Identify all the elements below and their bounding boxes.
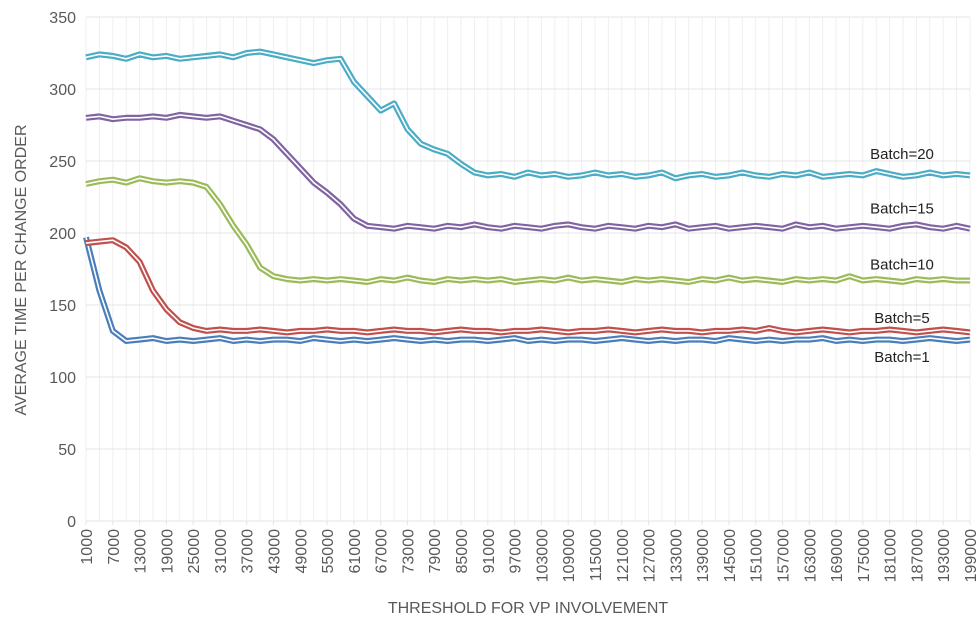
series-label: Batch=20: [870, 146, 934, 163]
y-tick-label: 350: [49, 10, 76, 27]
x-tick-label: 199000: [963, 529, 977, 582]
x-tick-label: 37000: [240, 529, 257, 574]
x-tick-label: 91000: [481, 529, 498, 574]
x-tick-label: 121000: [615, 529, 632, 582]
x-tick-label: 61000: [347, 529, 364, 574]
x-tick-label: 73000: [400, 529, 417, 574]
y-tick-label: 250: [49, 154, 76, 171]
x-tick-label: 13000: [133, 529, 150, 574]
x-tick-label: 19000: [159, 529, 176, 574]
x-tick-label: 1000: [79, 529, 96, 565]
y-tick-label: 200: [49, 226, 76, 243]
series-label: Batch=5: [874, 310, 929, 327]
x-axis-title: THRESHOLD FOR VP INVOLVEMENT: [388, 600, 669, 617]
x-tick-label: 25000: [186, 529, 203, 574]
x-tick-label: 109000: [561, 529, 578, 582]
x-tick-label: 115000: [588, 529, 605, 581]
x-tick-label: 31000: [213, 529, 230, 574]
x-tick-label: 67000: [374, 529, 391, 574]
x-tick-label: 55000: [320, 529, 337, 574]
y-tick-label: 0: [67, 514, 76, 531]
y-tick-label: 100: [49, 370, 76, 387]
x-tick-label: 133000: [668, 529, 685, 582]
x-tick-label: 175000: [856, 529, 873, 582]
x-tick-label: 163000: [802, 529, 819, 582]
x-tick-label: 139000: [695, 529, 712, 582]
x-tick-label: 145000: [722, 529, 739, 582]
x-tick-label: 157000: [775, 529, 792, 582]
x-tick-label: 127000: [642, 529, 659, 582]
x-tick-label: 103000: [534, 529, 551, 582]
x-tick-label: 85000: [454, 529, 471, 574]
x-tick-label: 187000: [909, 529, 926, 582]
x-tick-label: 151000: [749, 529, 766, 582]
series-label: Batch=1: [874, 349, 929, 366]
x-tick-label: 49000: [293, 529, 310, 574]
x-tick-label: 193000: [936, 529, 953, 582]
y-tick-label: 50: [58, 442, 76, 459]
x-tick-label: 97000: [508, 529, 525, 574]
series-line-inner: [85, 114, 971, 230]
y-tick-label: 300: [49, 82, 76, 99]
x-tick-label: 169000: [829, 529, 846, 582]
series-line-inner: [85, 239, 971, 334]
series-line-inner: [85, 237, 971, 342]
series-label: Batch=15: [870, 201, 934, 218]
x-tick-label: 43000: [267, 529, 284, 574]
y-tick-label: 150: [49, 298, 76, 315]
x-tick-label: 7000: [106, 529, 123, 565]
y-axis-title: AVERAGE TIME PER CHANGE ORDER: [13, 124, 30, 415]
series-label: Batch=10: [870, 257, 934, 274]
series-line-inner: [85, 50, 971, 180]
x-tick-label: 79000: [427, 529, 444, 574]
x-tick-label: 181000: [883, 529, 900, 582]
series-line-inner: [85, 177, 970, 283]
